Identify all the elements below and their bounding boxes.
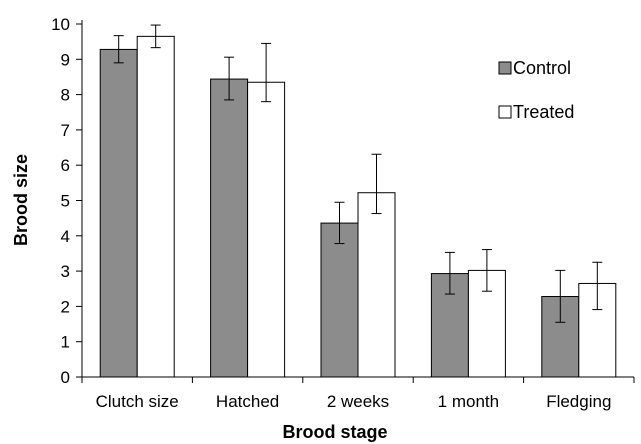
bar-1-1 <box>247 81 286 378</box>
bar-1-2 <box>357 192 396 378</box>
x-tick-label-2: 2 weeks <box>327 392 389 411</box>
legend-label-control: Control <box>513 58 571 78</box>
x-tick-label-3: 1 month <box>438 392 499 411</box>
y-tick-label-1: 1 <box>61 333 70 352</box>
y-axis: 0 1 2 3 4 5 6 7 8 9 10 <box>51 15 83 387</box>
y-tick-label-9: 9 <box>61 50 70 69</box>
legend-swatch-treated <box>498 105 512 119</box>
x-axis: Clutch size Hatched 2 weeks 1 month Fledging <box>81 376 635 411</box>
y-axis-title: Brood size <box>11 154 31 246</box>
bar-0-2 <box>320 222 359 378</box>
y-tick-label-2: 2 <box>61 297 70 316</box>
y-tick-label-3: 3 <box>61 262 70 281</box>
y-tick-label-4: 4 <box>61 227 70 246</box>
y-tick-label-10: 10 <box>51 15 70 34</box>
x-tick-label-1: Hatched <box>216 392 279 411</box>
y-tick-label-0: 0 <box>61 368 70 387</box>
legend-label-treated: Treated <box>513 102 574 122</box>
bar-0-1 <box>210 78 249 378</box>
y-tick-label-5: 5 <box>61 192 70 211</box>
error-bars-layer <box>113 24 603 323</box>
y-tick-label-7: 7 <box>61 121 70 140</box>
bar-0-0 <box>99 48 138 378</box>
x-tick-label-0: Clutch size <box>96 392 179 411</box>
x-tick-label-4: Fledging <box>546 392 611 411</box>
legend: Control Treated <box>498 58 574 122</box>
legend-swatch-control <box>498 61 512 75</box>
y-tick-label-6: 6 <box>61 156 70 175</box>
y-tick-label-8: 8 <box>61 86 70 105</box>
bars-layer <box>99 35 617 378</box>
x-axis-title: Brood stage <box>282 422 387 442</box>
bar-1-0 <box>136 35 175 378</box>
